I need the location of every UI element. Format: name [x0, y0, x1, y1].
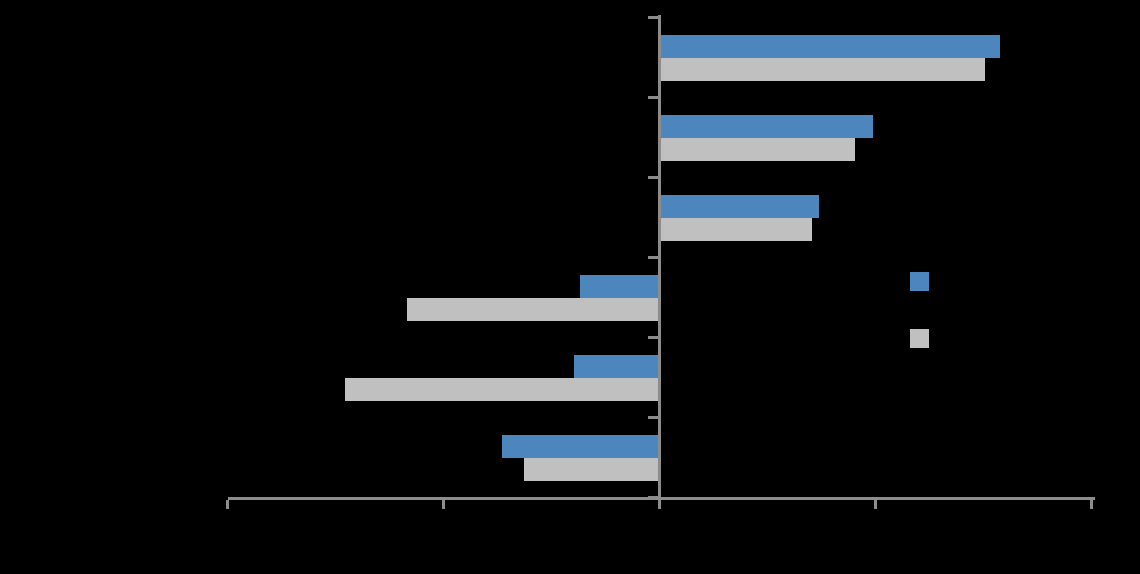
y-axis-tick [648, 256, 658, 259]
legend-swatch-series2 [910, 329, 929, 348]
y-axis-tick [648, 96, 658, 99]
bar-series1-row1 [661, 35, 1000, 58]
bar-series2-row3 [661, 218, 812, 241]
y-axis-tick [648, 496, 658, 499]
bar-series1-row4 [580, 275, 658, 298]
bar-series1-row2 [661, 115, 873, 138]
bar-series2-row4 [407, 298, 658, 321]
bar-series2-row1 [661, 58, 985, 81]
y-axis-tick [648, 336, 658, 339]
x-axis-tick [442, 500, 445, 509]
bar-series1-row5 [574, 355, 658, 378]
bar-series2-row5 [345, 378, 658, 401]
bar-series2-row2 [661, 138, 855, 161]
bar-series1-row6 [502, 435, 658, 458]
x-axis-tick [658, 500, 661, 509]
y-axis-line [658, 15, 661, 509]
bar-series1-row3 [661, 195, 819, 218]
y-axis-tick [648, 176, 658, 179]
x-axis-tick [1090, 500, 1093, 509]
x-axis-tick [226, 500, 229, 509]
y-axis-tick [648, 16, 658, 19]
x-axis-line [228, 497, 1095, 500]
bar-series2-row6 [524, 458, 658, 481]
y-axis-tick [648, 416, 658, 419]
x-axis-tick [874, 500, 877, 509]
legend-swatch-series1 [910, 272, 929, 291]
